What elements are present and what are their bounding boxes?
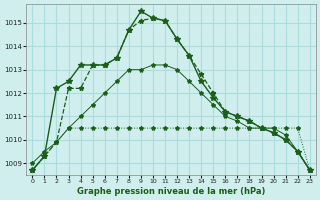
X-axis label: Graphe pression niveau de la mer (hPa): Graphe pression niveau de la mer (hPa) <box>77 187 265 196</box>
